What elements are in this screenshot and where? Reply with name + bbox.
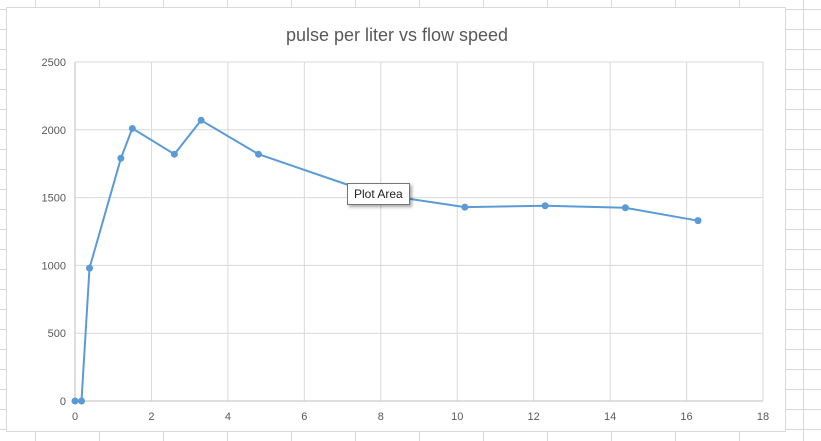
plot-area-tooltip: Plot Area [347, 183, 410, 205]
data-point[interactable] [541, 202, 549, 210]
x-tick-label: 18 [757, 411, 769, 423]
data-point[interactable] [77, 397, 85, 405]
tick-labels: 0 500 1000 1500 2000 2500 0 2 4 6 8 10 12 14 16 18 [42, 57, 770, 423]
y-tick-label: 1500 [42, 193, 66, 205]
data-point[interactable] [170, 150, 178, 158]
y-tick-label: 500 [48, 328, 66, 340]
chart-area[interactable]: 0 500 1000 1500 2000 2500 0 2 4 6 8 10 12 14 16 18 puls… [6, 7, 786, 432]
chart-svg: 0 500 1000 1500 2000 2500 0 2 4 6 8 10 12 14 16 18 [42, 57, 770, 423]
data-point[interactable] [197, 116, 205, 124]
chart-title[interactable]: pulse per liter vs flow speed [285, 25, 509, 45]
series-line[interactable] [75, 119, 699, 402]
y-tick-label: 0 [60, 396, 66, 408]
data-point[interactable] [71, 397, 79, 405]
x-tick-label: 0 [72, 411, 78, 423]
data-point[interactable] [86, 264, 94, 272]
x-tick-label: 16 [680, 411, 692, 423]
x-tick-label: 10 [451, 411, 463, 423]
gridlines [75, 61, 764, 401]
x-tick-label: 8 [378, 411, 384, 423]
data-point[interactable] [461, 203, 469, 211]
data-point[interactable] [128, 124, 136, 132]
series-layer [71, 116, 702, 405]
x-tick-label: 6 [301, 411, 307, 423]
y-tick-label: 2500 [42, 57, 66, 69]
x-tick-label: 2 [148, 411, 154, 423]
y-tick-label: 2000 [42, 125, 66, 137]
data-point[interactable] [117, 154, 125, 162]
data-point[interactable] [254, 150, 262, 158]
y-tick-label: 1000 [42, 260, 66, 272]
axes [74, 62, 763, 402]
x-tick-label: 12 [528, 411, 540, 423]
data-point[interactable] [621, 204, 629, 212]
x-tick-label: 4 [225, 411, 231, 423]
data-point[interactable] [694, 217, 702, 225]
x-tick-label: 14 [604, 411, 616, 423]
